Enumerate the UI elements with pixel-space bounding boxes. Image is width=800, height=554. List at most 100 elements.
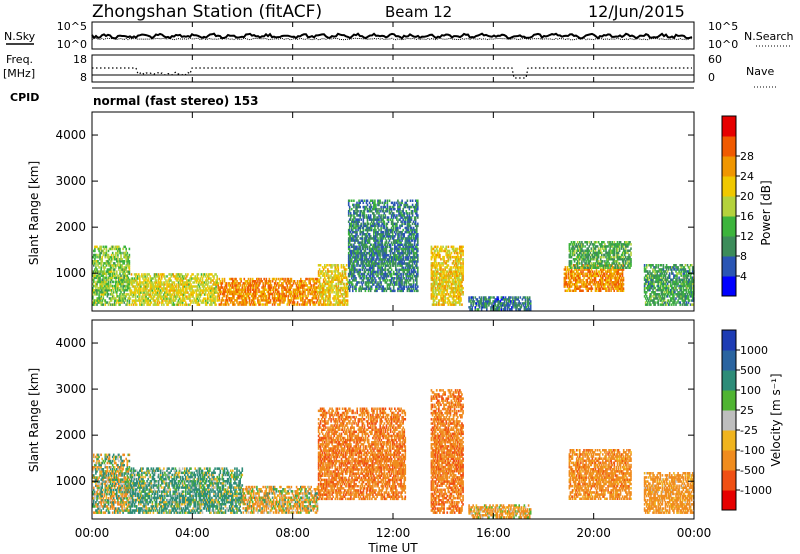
power-cell bbox=[403, 247, 405, 251]
power-cell bbox=[399, 212, 401, 215]
power-cell bbox=[95, 293, 97, 296]
power-cell bbox=[93, 260, 95, 263]
beam-title: Beam 12 bbox=[385, 3, 452, 21]
power-cell bbox=[454, 289, 457, 292]
power-cell bbox=[304, 303, 306, 306]
power-cell bbox=[361, 268, 364, 272]
power-cell bbox=[113, 255, 116, 259]
power-cell bbox=[357, 239, 359, 242]
power-cell bbox=[178, 279, 181, 282]
power-cell bbox=[156, 301, 159, 304]
power-cell bbox=[358, 241, 360, 244]
power-cell bbox=[397, 277, 399, 280]
power-cell bbox=[120, 278, 122, 282]
power-cell bbox=[134, 301, 137, 304]
power-cell bbox=[120, 282, 122, 286]
power-cell bbox=[351, 233, 353, 236]
power-cell bbox=[363, 214, 366, 217]
power-cell bbox=[120, 286, 122, 290]
power-cell bbox=[354, 235, 356, 238]
power-cell bbox=[412, 235, 415, 238]
power-cell bbox=[402, 256, 404, 259]
power-cell bbox=[310, 277, 312, 281]
power-cell bbox=[149, 293, 152, 296]
power-cell bbox=[412, 226, 415, 230]
power-cell bbox=[319, 288, 322, 292]
power-cell bbox=[374, 203, 376, 207]
power-cell bbox=[141, 273, 143, 276]
power-cell bbox=[349, 235, 352, 238]
power-cell bbox=[329, 286, 331, 290]
power-cell bbox=[366, 260, 369, 263]
power-cell bbox=[446, 289, 449, 292]
power-cell bbox=[217, 299, 219, 302]
power-cell bbox=[119, 258, 121, 261]
power-cell bbox=[343, 293, 346, 296]
power-cell bbox=[390, 247, 393, 251]
power-cell bbox=[372, 254, 374, 257]
power-cell bbox=[347, 199, 350, 202]
power-cell bbox=[438, 253, 440, 257]
power-cell bbox=[433, 245, 436, 249]
power-cell bbox=[192, 301, 194, 304]
power-cell bbox=[390, 277, 393, 280]
power-cell bbox=[379, 279, 381, 282]
power-cell bbox=[403, 235, 405, 238]
power-cell bbox=[347, 262, 350, 265]
power-cell bbox=[402, 214, 404, 217]
power-cell bbox=[312, 303, 315, 306]
power-cell bbox=[387, 258, 390, 261]
power-cell bbox=[136, 275, 139, 278]
power-cell bbox=[438, 291, 440, 294]
power-cell bbox=[400, 258, 402, 261]
power-cell bbox=[432, 262, 435, 265]
power-cell bbox=[241, 294, 244, 298]
power-cell bbox=[184, 285, 186, 288]
power-cell bbox=[154, 299, 157, 302]
power-cell bbox=[398, 281, 400, 284]
power-cell bbox=[430, 289, 433, 292]
power-cell bbox=[147, 277, 149, 280]
power-cell bbox=[120, 297, 122, 300]
power-cell bbox=[386, 230, 389, 234]
power-cell bbox=[456, 278, 459, 282]
power-cell bbox=[396, 254, 398, 257]
power-cell bbox=[392, 254, 395, 257]
power-cell bbox=[164, 291, 166, 294]
power-cell bbox=[452, 286, 455, 290]
power-cell bbox=[131, 295, 134, 298]
power-cell bbox=[383, 268, 386, 272]
power-cell bbox=[376, 210, 378, 213]
power-cell bbox=[261, 299, 263, 302]
power-cell bbox=[405, 210, 408, 213]
power-cell bbox=[453, 249, 456, 253]
power-cell bbox=[177, 301, 180, 304]
power-cell bbox=[220, 284, 223, 287]
power-cell bbox=[224, 288, 227, 291]
power-cell bbox=[348, 205, 351, 209]
power-cell bbox=[368, 245, 371, 249]
power-cell bbox=[385, 245, 388, 249]
power-cell bbox=[356, 249, 358, 253]
power-cell bbox=[98, 286, 100, 290]
power-cell bbox=[402, 285, 404, 288]
power-cell bbox=[109, 272, 112, 275]
power-cell bbox=[150, 283, 153, 286]
power-cell bbox=[265, 277, 268, 281]
power-cell bbox=[211, 289, 213, 292]
power-cell bbox=[102, 272, 105, 275]
power-cell bbox=[432, 282, 435, 286]
power-cell bbox=[322, 291, 325, 294]
power-cell bbox=[347, 285, 350, 288]
power-cell bbox=[432, 303, 435, 306]
power-cell bbox=[404, 256, 407, 259]
power-cell bbox=[404, 241, 407, 244]
power-cell bbox=[121, 260, 123, 263]
power-cell bbox=[460, 282, 462, 286]
power-cell bbox=[405, 262, 408, 265]
power-cell bbox=[204, 275, 207, 278]
power-cell bbox=[460, 245, 462, 249]
power-cell bbox=[225, 294, 228, 298]
power-cell bbox=[287, 288, 289, 291]
power-cell bbox=[185, 277, 187, 280]
